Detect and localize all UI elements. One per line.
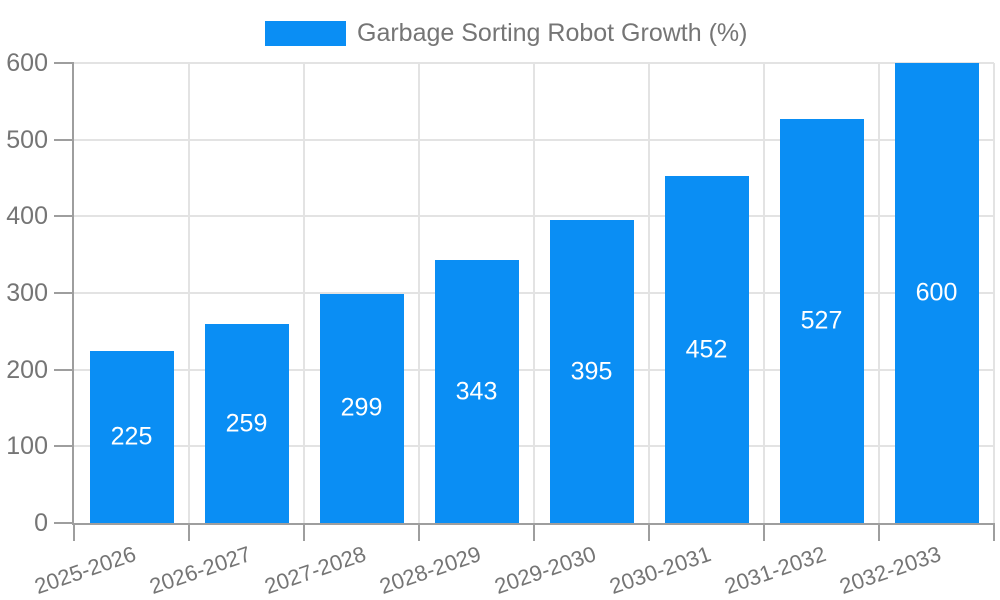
bar[interactable]: 225 [89, 350, 174, 523]
bar[interactable]: 343 [434, 260, 519, 523]
x-axis-tick [418, 523, 420, 541]
bar[interactable]: 527 [779, 118, 864, 523]
legend[interactable]: Garbage Sorting Robot Growth (%) [265, 19, 747, 48]
y-axis-label: 0 [34, 509, 48, 537]
x-axis-tick [188, 523, 190, 541]
y-axis-label: 600 [6, 49, 48, 77]
y-axis-tick [54, 522, 74, 524]
bar-value-label: 600 [915, 278, 958, 307]
y-axis-tick [54, 215, 74, 218]
x-axis-line [72, 523, 994, 525]
bar[interactable]: 600 [894, 63, 979, 523]
bar[interactable]: 452 [664, 176, 749, 523]
y-axis-label: 400 [6, 202, 48, 231]
x-gridline [993, 63, 995, 523]
x-axis-tick [648, 523, 650, 541]
bar-value-label: 225 [110, 422, 153, 451]
x-axis-label: 2028-2029 [376, 541, 485, 599]
bar[interactable]: 395 [549, 220, 634, 523]
bar-value-label: 343 [455, 377, 498, 405]
y-axis-tick [54, 445, 74, 448]
x-axis-label: 2030-2031 [606, 541, 715, 599]
legend-label: Garbage Sorting Robot Growth (%) [357, 19, 748, 47]
x-axis-label: 2025-2026 [31, 541, 140, 599]
y-axis-tick [54, 62, 74, 64]
x-axis-tick [763, 523, 765, 541]
x-axis-label: 2032-2033 [836, 541, 945, 599]
x-gridline [188, 63, 190, 523]
x-axis-tick [533, 523, 535, 541]
x-axis-tick [993, 523, 995, 541]
bar-value-label: 259 [225, 409, 268, 438]
bar-value-label: 299 [340, 393, 383, 422]
x-gridline [533, 63, 535, 523]
x-axis-label: 2026-2027 [146, 541, 255, 599]
bar[interactable]: 299 [319, 293, 404, 523]
y-axis-line [72, 63, 74, 525]
x-gridline [648, 63, 650, 523]
x-axis-label: 2029-2030 [491, 541, 600, 599]
x-axis-tick [73, 523, 75, 541]
y-axis-tick [54, 292, 74, 294]
y-axis-label: 100 [6, 432, 48, 461]
x-axis-tick [303, 523, 305, 541]
legend-swatch [265, 21, 346, 46]
bar-value-label: 452 [685, 335, 728, 364]
y-axis-tick [54, 138, 74, 141]
y-axis-label: 300 [6, 279, 48, 307]
x-axis-tick [878, 523, 880, 541]
bar-value-label: 395 [570, 357, 613, 386]
x-gridline [763, 63, 765, 523]
bar[interactable]: 259 [204, 324, 289, 523]
y-axis-label: 200 [6, 355, 48, 384]
x-axis-label: 2031-2032 [721, 541, 830, 599]
x-axis-label: 2027-2028 [261, 541, 370, 599]
x-gridline [418, 63, 420, 523]
y-axis-tick [54, 368, 74, 371]
bar-value-label: 527 [800, 306, 843, 335]
y-axis-label: 500 [6, 125, 48, 154]
x-gridline [303, 63, 305, 523]
x-gridline [878, 63, 880, 523]
